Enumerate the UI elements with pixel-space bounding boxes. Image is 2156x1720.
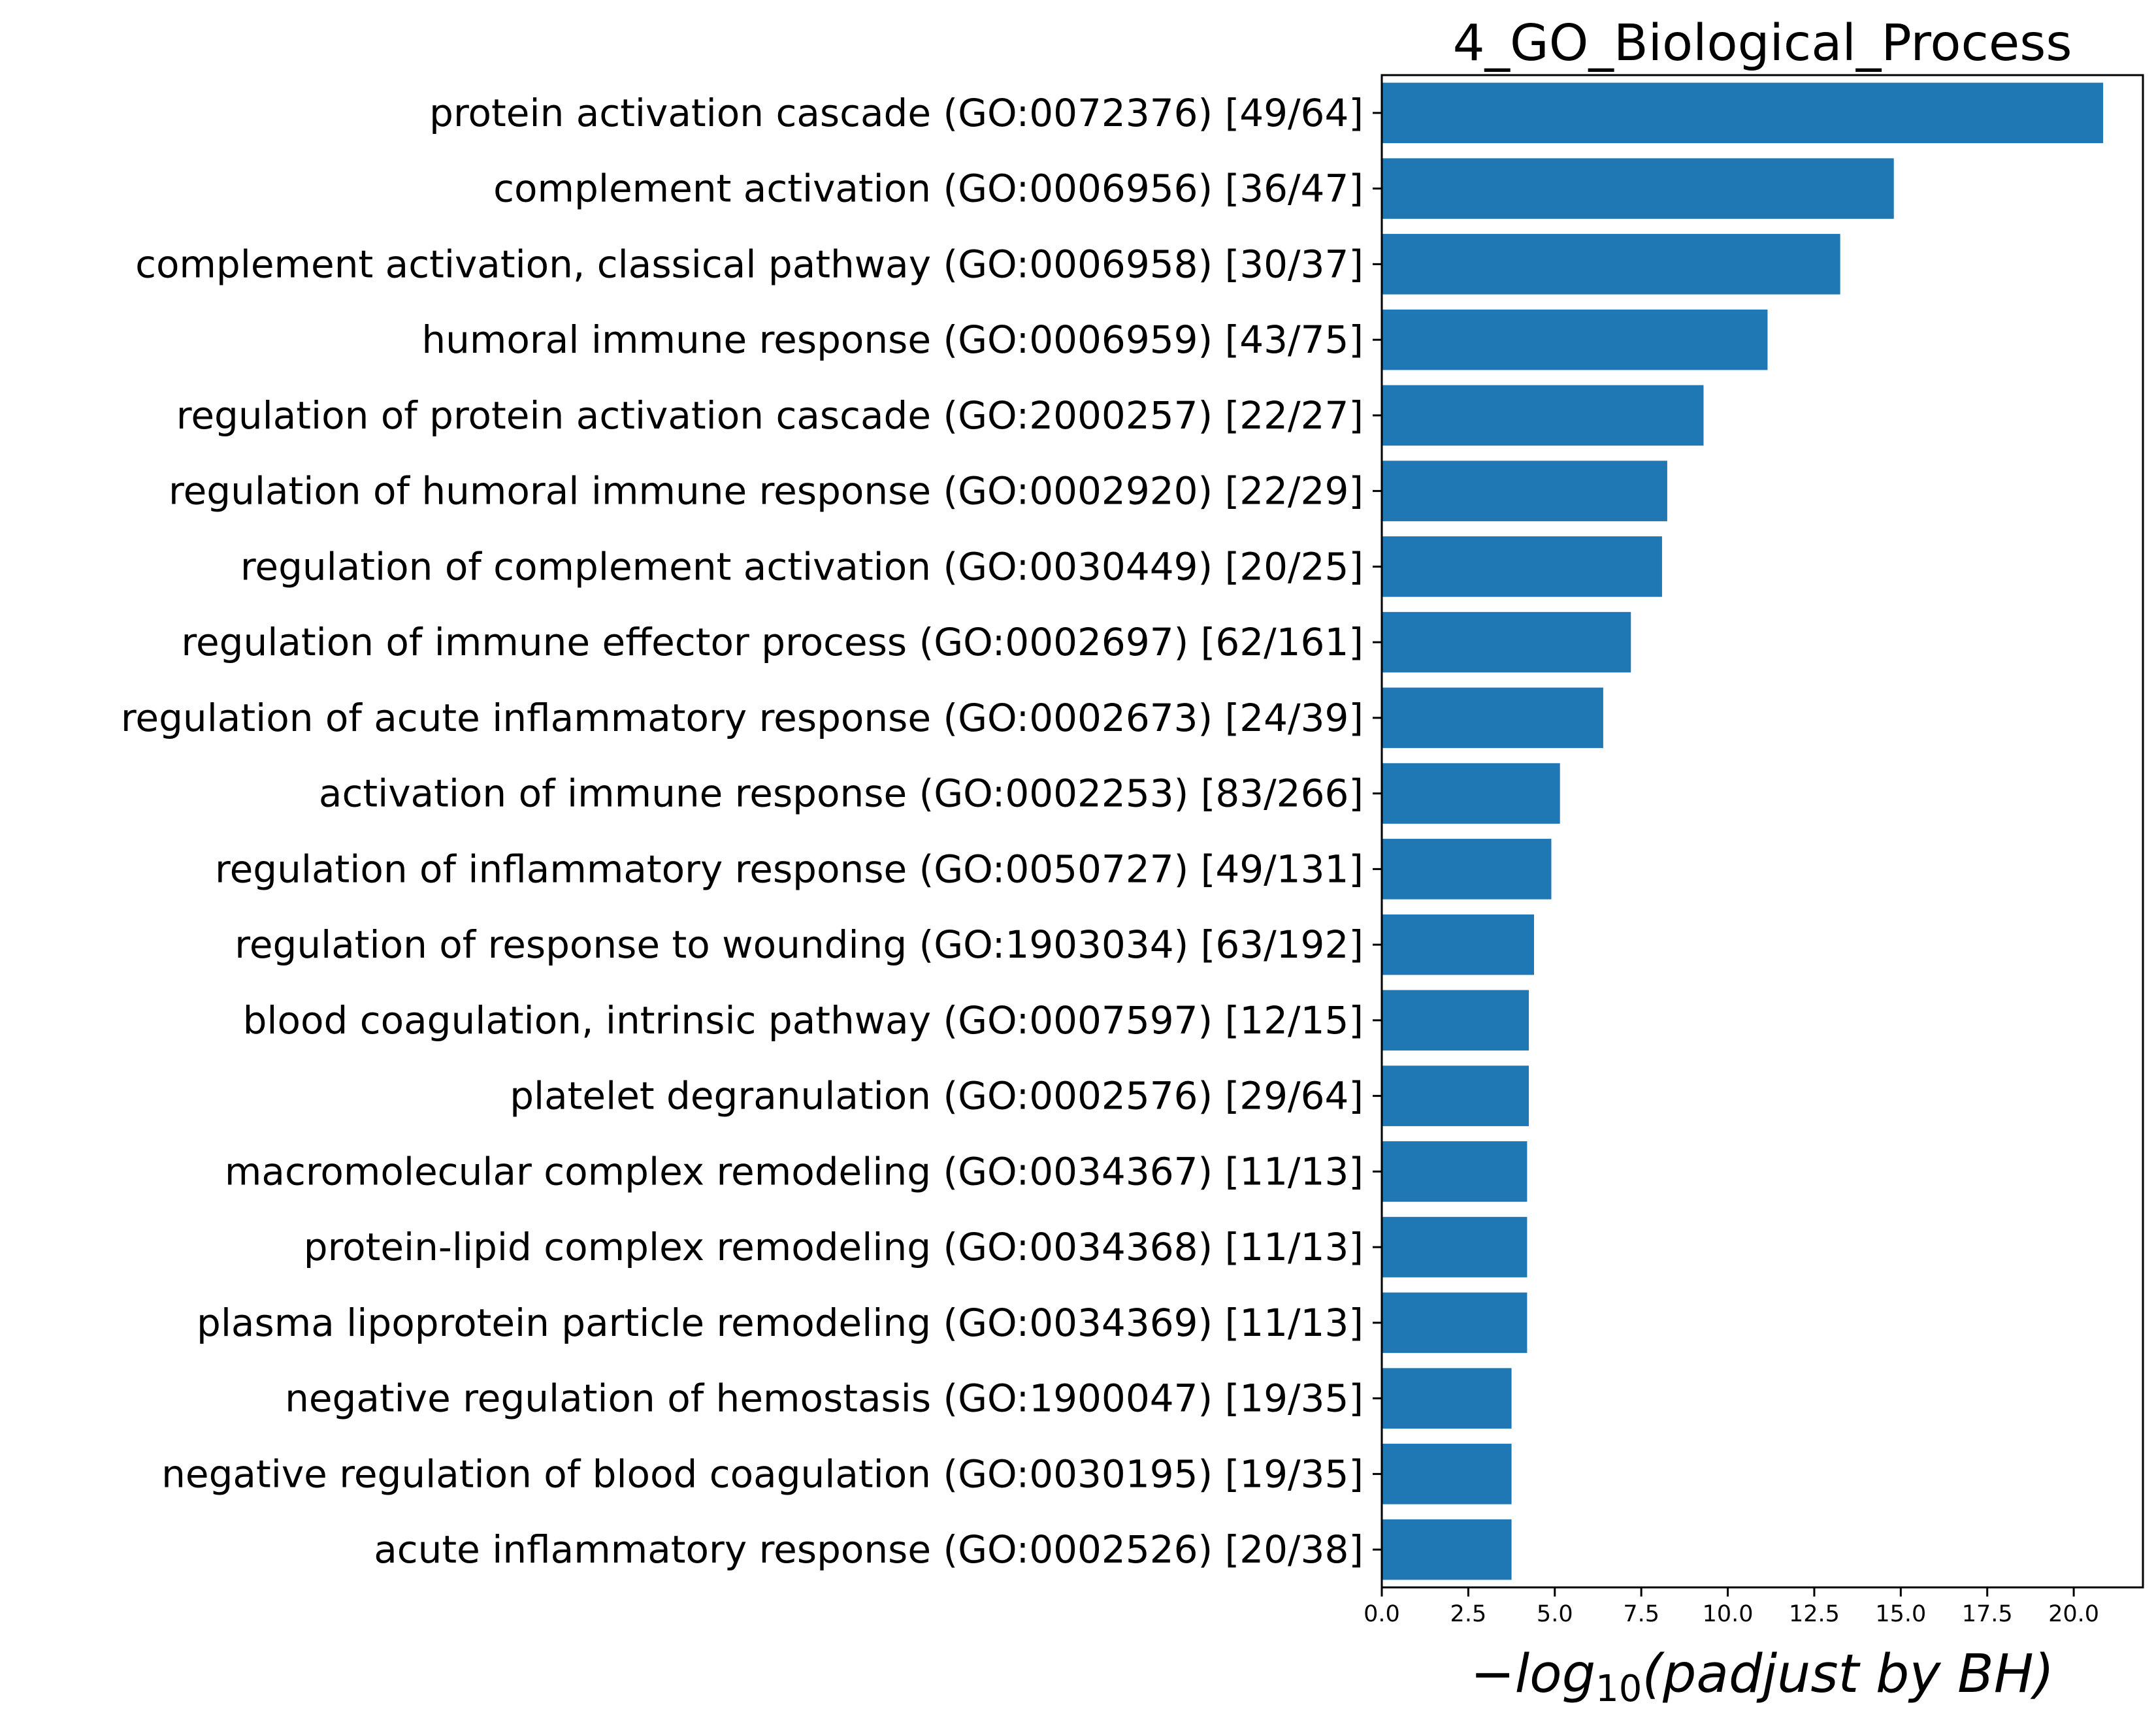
bar bbox=[1382, 82, 2104, 144]
category-label: regulation of immune effector process (G… bbox=[181, 620, 1364, 664]
x-ticks: 0.0 2.5 5.0 7.5 10.0 12.5 15.0 17.5 20.0 bbox=[1364, 1587, 2099, 1627]
category-label: macromolecular complex remodeling (GO:00… bbox=[225, 1149, 1364, 1193]
bar bbox=[1382, 1141, 1527, 1202]
category-label: regulation of protein activation cascade… bbox=[176, 393, 1364, 438]
category-label: regulation of response to wounding (GO:1… bbox=[235, 922, 1364, 967]
x-tick-label: 10.0 bbox=[1703, 1601, 1754, 1627]
axes-frame bbox=[1380, 74, 2144, 1589]
bar bbox=[1382, 234, 1840, 295]
bar bbox=[1382, 990, 1529, 1051]
bar bbox=[1382, 385, 1704, 446]
category-label: plasma lipoprotein particle remodeling (… bbox=[197, 1301, 1364, 1345]
bar bbox=[1382, 611, 1631, 673]
x-tick-label: 5.0 bbox=[1537, 1601, 1573, 1627]
category-label: regulation of acute inflammatory respons… bbox=[121, 696, 1364, 740]
bar bbox=[1382, 1216, 1527, 1278]
x-tick-label: 20.0 bbox=[2048, 1601, 2099, 1627]
bar bbox=[1382, 763, 1560, 824]
bar bbox=[1382, 1065, 1529, 1126]
x-tick-label: 17.5 bbox=[1962, 1601, 2013, 1627]
category-label: regulation of complement activation (GO:… bbox=[240, 544, 1364, 589]
axes-frame-rect bbox=[1380, 74, 2144, 1589]
y-tick-marks bbox=[1373, 112, 1382, 1551]
bar bbox=[1382, 461, 1667, 521]
chart-title: 4_GO_Biological_Process bbox=[1453, 14, 2072, 73]
category-label: acute inflammatory response (GO:0002526)… bbox=[374, 1527, 1364, 1572]
category-label: negative regulation of hemostasis (GO:19… bbox=[285, 1376, 1364, 1421]
x-axis-title-subscript: 10 bbox=[1595, 1668, 1642, 1710]
category-labels: protein activation cascade (GO:0072376) … bbox=[121, 91, 1364, 1572]
x-axis-title: −log10(padjust by BH) bbox=[1471, 1644, 2054, 1710]
x-axis-title-suffix: (padjust by BH) bbox=[1642, 1644, 2054, 1705]
category-label: activation of immune response (GO:000225… bbox=[319, 771, 1364, 816]
category-label: blood coagulation, intrinsic pathway (GO… bbox=[243, 998, 1364, 1043]
x-tick-label: 15.0 bbox=[1875, 1601, 1926, 1627]
x-tick-label: 7.5 bbox=[1623, 1601, 1659, 1627]
category-label: protein-lipid complex remodeling (GO:003… bbox=[304, 1225, 1364, 1269]
x-tick-label: 2.5 bbox=[1450, 1601, 1487, 1627]
x-tick-label: 0.0 bbox=[1364, 1601, 1400, 1627]
category-label: complement activation (GO:0006956) [36/4… bbox=[493, 167, 1364, 211]
category-label: platelet degranulation (GO:0002576) [29/… bbox=[510, 1074, 1364, 1118]
bar bbox=[1382, 1444, 1512, 1504]
bar bbox=[1382, 158, 1894, 219]
bar bbox=[1382, 687, 1603, 749]
category-label: protein activation cascade (GO:0072376) … bbox=[429, 91, 1364, 135]
category-label: regulation of inflammatory response (GO:… bbox=[215, 847, 1364, 891]
bar bbox=[1382, 914, 1534, 975]
x-axis-title-prefix: −log bbox=[1471, 1644, 1595, 1705]
category-label: complement activation, classical pathway… bbox=[135, 242, 1364, 286]
bar bbox=[1382, 309, 1768, 370]
bar bbox=[1382, 1519, 1512, 1580]
category-label: regulation of humoral immune response (G… bbox=[169, 469, 1364, 513]
bar bbox=[1382, 839, 1552, 900]
bars-layer bbox=[1382, 82, 2104, 1580]
bar bbox=[1382, 1368, 1512, 1429]
bar bbox=[1382, 1292, 1527, 1354]
category-label: negative regulation of blood coagulation… bbox=[161, 1452, 1364, 1496]
category-label: humoral immune response (GO:0006959) [43… bbox=[421, 317, 1364, 362]
x-tick-label: 12.5 bbox=[1789, 1601, 1840, 1627]
bar bbox=[1382, 536, 1662, 597]
